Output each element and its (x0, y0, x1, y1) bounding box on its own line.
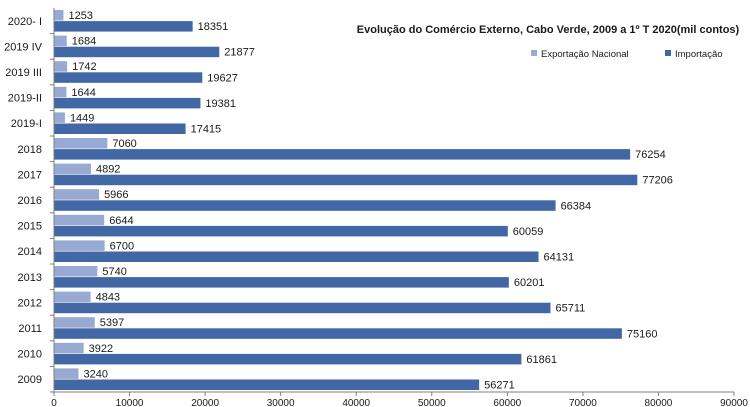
import-bar (54, 149, 631, 160)
export-value-label: 3240 (83, 368, 107, 380)
export-value-label: 6700 (110, 240, 134, 252)
import-bar (54, 46, 220, 58)
import-value-label: 19381 (205, 98, 236, 110)
import-value-label: 75160 (627, 328, 658, 340)
export-bar (54, 112, 65, 123)
export-bar (54, 342, 84, 354)
x-tick-label: 60000 (493, 398, 521, 407)
import-bar (54, 251, 539, 262)
category-label: 2020- I (8, 16, 42, 28)
export-bar (54, 266, 98, 277)
chart-axes: 0 10000 20000 30000 40000 50000 60000 70000 8000… (4, 8, 748, 407)
chart-data-labels: 1253 18351 1684 21877 1742 19627 1644 19381 1449… (68, 10, 672, 392)
x-tick-label: 20000 (191, 398, 219, 407)
export-bar (54, 317, 95, 328)
export-value-label: 5740 (102, 266, 126, 278)
import-value-label: 60201 (514, 277, 545, 289)
category-label: 2014 (18, 246, 42, 258)
export-bar (54, 189, 100, 200)
import-value-label: 60059 (513, 226, 544, 238)
import-bar (54, 225, 508, 237)
import-value-label: 77206 (642, 175, 673, 187)
export-value-label: 1449 (70, 112, 94, 124)
export-bar (54, 163, 91, 175)
import-bar (54, 123, 186, 134)
import-value-label: 17415 (191, 124, 222, 136)
export-value-label: 4892 (96, 164, 120, 176)
export-value-label: 1742 (72, 61, 96, 73)
x-tick-label: 0 (51, 398, 57, 407)
export-bar (54, 291, 91, 303)
import-value-label: 76254 (635, 149, 666, 161)
legend-swatch (531, 50, 537, 56)
import-value-label: 19627 (207, 72, 238, 84)
category-label: 2011 (18, 323, 42, 335)
legend-swatch (665, 50, 671, 56)
export-bar (54, 10, 64, 21)
category-label: 2017 (18, 169, 42, 181)
chart-title: Evolução do Comércio Externo, Cabo Verde… (357, 24, 740, 36)
import-bar (54, 200, 556, 211)
import-bar (54, 328, 622, 339)
export-bar (54, 214, 105, 226)
category-label: 2010 (18, 349, 42, 361)
import-bar (54, 379, 480, 390)
export-bar (54, 368, 79, 379)
export-bar (54, 86, 67, 98)
import-bar (54, 353, 522, 365)
category-label: 2009 (18, 374, 42, 386)
export-value-label: 3922 (89, 343, 113, 355)
export-bar (54, 35, 67, 47)
category-label: 2015 (18, 221, 42, 233)
import-value-label: 64131 (544, 252, 575, 264)
export-value-label: 1253 (68, 10, 92, 22)
import-value-label: 18351 (198, 21, 229, 33)
x-tick-label: 90000 (720, 398, 748, 407)
category-label: 2019-II (8, 93, 42, 105)
export-value-label: 5397 (100, 317, 124, 329)
x-tick-label: 70000 (569, 398, 597, 407)
category-label: 2019-I (11, 118, 42, 130)
export-value-label: 6644 (109, 215, 133, 227)
import-bar (54, 174, 638, 186)
legend-label: Exportação Nacional (541, 49, 629, 60)
import-bar (54, 72, 203, 83)
category-label: 2018 (18, 144, 42, 156)
import-bar (54, 302, 551, 314)
import-value-label: 21877 (224, 47, 255, 59)
chart-legend: Exportação Nacional Importação (531, 49, 723, 60)
category-label: 2013 (18, 272, 42, 284)
import-value-label: 66384 (561, 200, 592, 212)
chart-bars (54, 10, 638, 390)
import-bar (54, 97, 201, 109)
import-bar (54, 21, 193, 32)
x-tick-label: 40000 (342, 398, 370, 407)
import-value-label: 61861 (526, 354, 557, 366)
export-value-label: 5966 (104, 189, 128, 201)
category-label: 2019 IV (4, 41, 43, 53)
import-value-label: 65711 (555, 303, 585, 315)
export-bar (54, 61, 68, 72)
category-label: 2012 (18, 297, 42, 309)
legend-label: Importação (675, 49, 723, 60)
x-tick-label: 10000 (116, 398, 144, 407)
export-value-label: 7060 (112, 138, 136, 150)
export-value-label: 4843 (96, 292, 120, 304)
x-tick-label: 50000 (418, 398, 446, 407)
export-value-label: 1644 (71, 87, 95, 99)
category-label: 2019 III (5, 67, 42, 79)
category-label: 2016 (18, 195, 42, 207)
export-bar (54, 138, 108, 149)
import-value-label: 56271 (484, 380, 515, 392)
export-bar (54, 240, 105, 251)
import-bar (54, 277, 509, 288)
x-tick-label: 80000 (645, 398, 673, 407)
export-value-label: 1684 (72, 36, 96, 48)
x-tick-label: 30000 (267, 398, 295, 407)
